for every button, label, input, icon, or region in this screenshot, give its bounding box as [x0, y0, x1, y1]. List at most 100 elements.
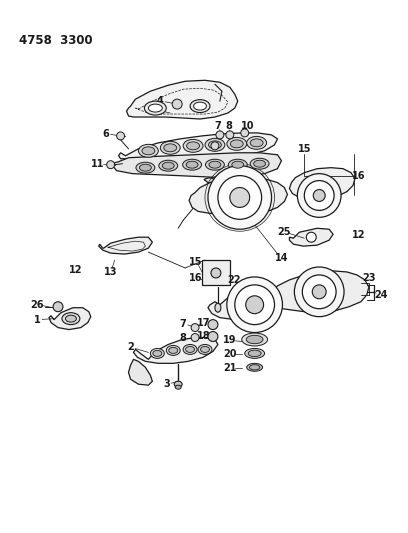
Ellipse shape: [231, 140, 243, 148]
Ellipse shape: [205, 139, 225, 151]
Ellipse shape: [250, 158, 269, 169]
Ellipse shape: [206, 159, 224, 170]
Polygon shape: [133, 337, 218, 364]
Text: 11: 11: [91, 159, 104, 169]
Ellipse shape: [245, 349, 264, 358]
Circle shape: [211, 142, 219, 150]
Ellipse shape: [250, 139, 263, 147]
Ellipse shape: [232, 161, 244, 168]
Text: 15: 15: [297, 144, 311, 154]
Circle shape: [246, 296, 264, 314]
Ellipse shape: [215, 303, 221, 312]
Text: 16: 16: [189, 273, 203, 283]
Text: 25: 25: [278, 227, 291, 237]
Ellipse shape: [151, 349, 164, 358]
Text: 8: 8: [180, 333, 186, 343]
Ellipse shape: [228, 159, 247, 170]
Text: 8: 8: [225, 121, 232, 131]
Ellipse shape: [149, 104, 162, 112]
Polygon shape: [202, 260, 230, 285]
Polygon shape: [119, 133, 277, 159]
Text: 13: 13: [104, 267, 118, 277]
Text: 7: 7: [215, 121, 221, 131]
Ellipse shape: [190, 100, 210, 112]
Ellipse shape: [186, 346, 195, 352]
Ellipse shape: [142, 147, 155, 155]
Circle shape: [208, 166, 272, 229]
Ellipse shape: [186, 142, 200, 150]
Circle shape: [295, 267, 344, 317]
Circle shape: [302, 275, 336, 309]
Circle shape: [53, 302, 63, 312]
Text: 4: 4: [157, 96, 164, 106]
Text: 15: 15: [189, 257, 203, 267]
Text: 14: 14: [275, 253, 288, 263]
Ellipse shape: [246, 335, 263, 344]
Ellipse shape: [65, 315, 76, 322]
Text: 12: 12: [352, 230, 366, 240]
Circle shape: [191, 334, 199, 342]
Text: 5: 5: [157, 106, 164, 116]
Ellipse shape: [208, 141, 222, 149]
Circle shape: [172, 99, 182, 109]
Ellipse shape: [159, 160, 177, 171]
Ellipse shape: [183, 139, 203, 152]
Circle shape: [208, 332, 218, 342]
Ellipse shape: [183, 344, 197, 354]
Ellipse shape: [136, 162, 155, 173]
Ellipse shape: [247, 364, 263, 372]
Text: 24: 24: [374, 290, 388, 300]
Circle shape: [226, 131, 234, 139]
Text: 1: 1: [34, 314, 40, 325]
Ellipse shape: [247, 136, 266, 149]
Polygon shape: [113, 153, 282, 177]
Circle shape: [211, 268, 221, 278]
Ellipse shape: [248, 350, 261, 357]
Text: 17: 17: [197, 318, 211, 328]
Polygon shape: [289, 168, 355, 199]
Text: 23: 23: [362, 273, 376, 283]
Polygon shape: [204, 173, 252, 187]
Ellipse shape: [166, 345, 180, 356]
Ellipse shape: [160, 141, 180, 154]
Ellipse shape: [140, 164, 151, 171]
Circle shape: [297, 174, 341, 217]
Ellipse shape: [209, 161, 221, 168]
Ellipse shape: [144, 101, 166, 115]
Circle shape: [218, 175, 262, 219]
Ellipse shape: [174, 381, 182, 387]
Circle shape: [117, 132, 124, 140]
Ellipse shape: [164, 144, 177, 152]
Circle shape: [306, 232, 316, 242]
Circle shape: [241, 129, 249, 137]
Text: 3: 3: [163, 379, 170, 389]
Ellipse shape: [138, 144, 158, 157]
Polygon shape: [126, 80, 238, 119]
Circle shape: [313, 190, 325, 201]
Text: 21: 21: [223, 364, 237, 373]
Ellipse shape: [200, 346, 209, 352]
Ellipse shape: [186, 161, 198, 168]
Text: 10: 10: [241, 121, 255, 131]
Polygon shape: [99, 237, 152, 254]
Text: 2: 2: [127, 342, 134, 352]
Circle shape: [227, 277, 282, 333]
Polygon shape: [264, 271, 369, 313]
Ellipse shape: [249, 365, 260, 370]
Text: 7: 7: [180, 319, 186, 329]
Text: 22: 22: [227, 275, 241, 285]
Polygon shape: [208, 287, 287, 320]
Text: 9: 9: [206, 139, 213, 149]
Polygon shape: [289, 228, 333, 246]
Ellipse shape: [242, 333, 268, 346]
Polygon shape: [49, 308, 91, 329]
Text: 12: 12: [69, 265, 83, 275]
Circle shape: [230, 188, 250, 207]
Circle shape: [208, 320, 218, 329]
Ellipse shape: [227, 138, 247, 150]
Circle shape: [216, 131, 224, 139]
Polygon shape: [129, 359, 152, 385]
Ellipse shape: [175, 385, 181, 389]
Ellipse shape: [153, 350, 162, 357]
Circle shape: [304, 181, 334, 211]
